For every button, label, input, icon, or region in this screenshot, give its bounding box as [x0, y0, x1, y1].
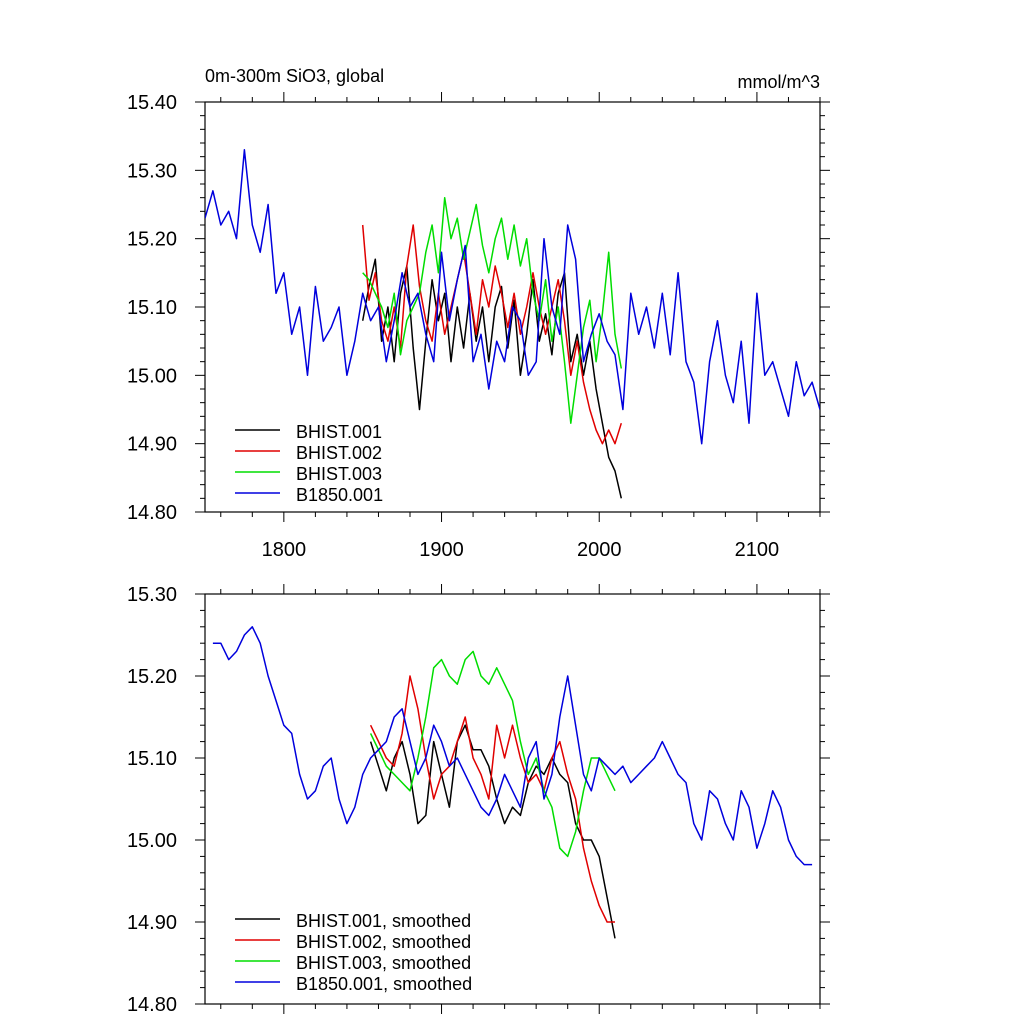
x-tick-label: 2000 — [577, 539, 622, 561]
y-tick-label: 15.00 — [127, 830, 177, 852]
series-line-b1850-001-smoothed — [212, 626, 813, 866]
x-tick-label: 1900 — [419, 539, 464, 561]
y-tick-label: 15.10 — [127, 748, 177, 770]
chart-title: 0m-300m SiO3, global — [205, 66, 384, 86]
series-group — [212, 626, 813, 939]
legend-label: BHIST.002 — [296, 443, 382, 463]
legend-label: B1850.001, smoothed — [296, 974, 472, 994]
legend-label: BHIST.003 — [296, 464, 382, 484]
chart-panel-2: 14.80 14.90 15.00 15.10 15.20 15.30 BHIST.001,… — [127, 584, 830, 1016]
y-tick-label: 15.20 — [127, 229, 177, 251]
y-tick-label: 14.90 — [127, 912, 177, 934]
y-tick-label: 15.10 — [127, 297, 177, 319]
series-line-bhist-003-smoothed — [369, 650, 616, 858]
series-line-bhist-002 — [361, 224, 623, 445]
plot-frame — [204, 593, 821, 1005]
chart-panel-1: 0m-300m SiO3, global mmol/m^3 14.80 14.90 15… — [127, 66, 830, 561]
y-tick-label: 14.80 — [127, 502, 177, 524]
y-tick-label: 14.80 — [127, 994, 177, 1016]
series-group — [205, 149, 820, 499]
legend-label: BHIST.003, smoothed — [296, 953, 471, 973]
y-tick-label: 15.00 — [127, 365, 177, 387]
y-tick-label: 15.20 — [127, 666, 177, 688]
y-tick-label: 14.90 — [127, 434, 177, 456]
y-tick-label: 15.30 — [127, 584, 177, 606]
series-line-bhist-002-smoothed — [369, 675, 615, 923]
legend-label: BHIST.001, smoothed — [296, 911, 471, 931]
series-line-b1850-001 — [205, 149, 820, 445]
x-tick-label: 1800 — [262, 539, 307, 561]
series-line-bhist-003 — [362, 196, 623, 424]
y-tick-label: 15.40 — [127, 92, 177, 114]
units-label: mmol/m^3 — [738, 72, 820, 92]
legend-label: BHIST.002, smoothed — [296, 932, 471, 952]
x-tick-label: 2100 — [735, 539, 780, 561]
legend-label: BHIST.001 — [296, 422, 382, 442]
y-tick-label: 15.30 — [127, 160, 177, 182]
legend-label: B1850.001 — [296, 485, 383, 505]
